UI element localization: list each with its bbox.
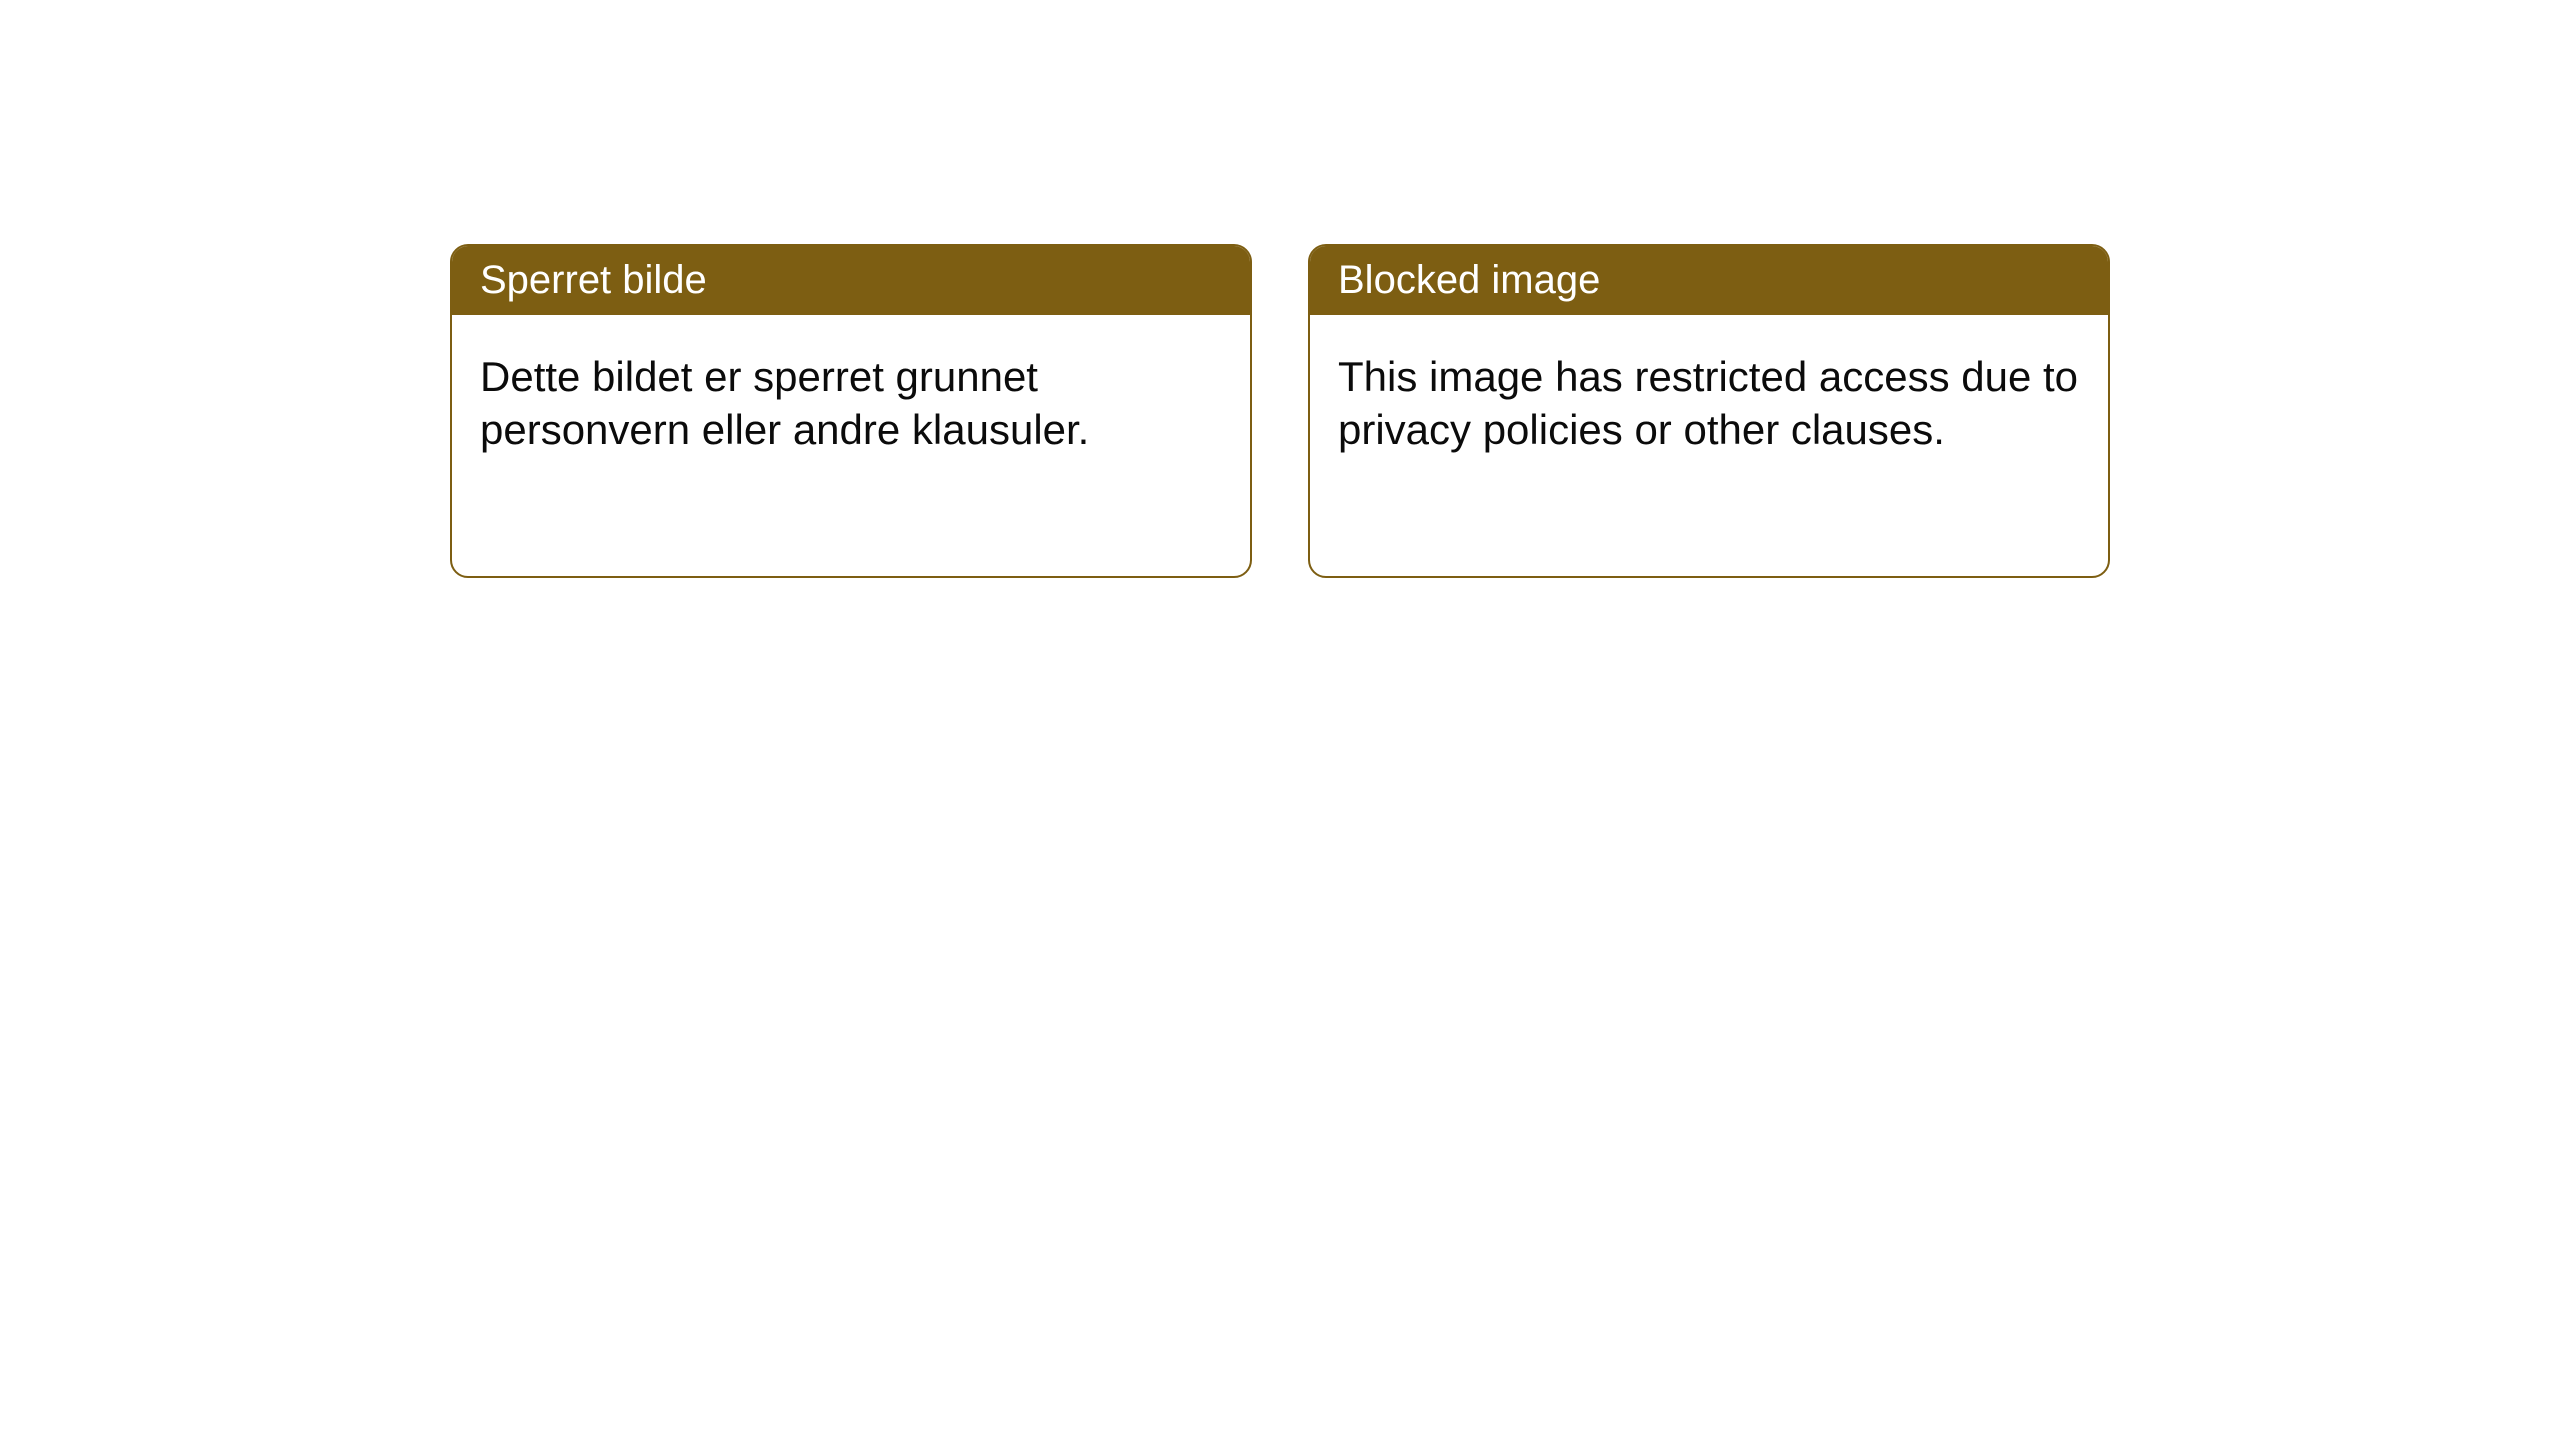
card-header-english: Blocked image	[1310, 246, 2108, 315]
notice-cards-container: Sperret bilde Dette bildet er sperret gr…	[450, 244, 2110, 578]
notice-card-norwegian: Sperret bilde Dette bildet er sperret gr…	[450, 244, 1252, 578]
card-header-norwegian: Sperret bilde	[452, 246, 1250, 315]
card-body-english: This image has restricted access due to …	[1310, 315, 2108, 492]
card-body-norwegian: Dette bildet er sperret grunnet personve…	[452, 315, 1250, 492]
notice-card-english: Blocked image This image has restricted …	[1308, 244, 2110, 578]
